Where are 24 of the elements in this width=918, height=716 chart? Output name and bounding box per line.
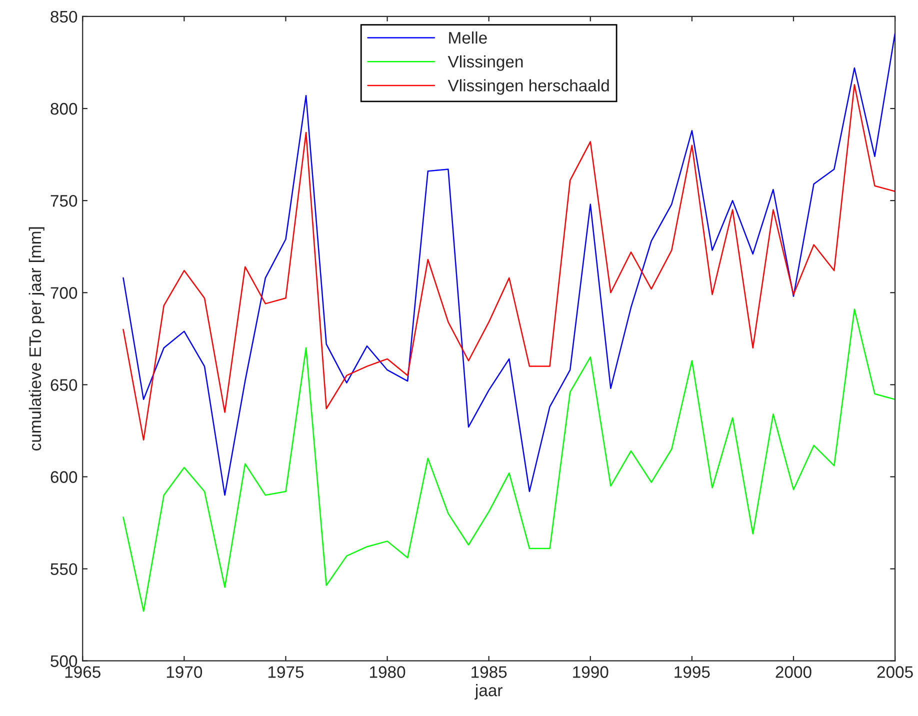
y-tick-label: 500 — [50, 655, 78, 668]
line-series — [122, 32, 896, 496]
x-tick-label: 1990 — [573, 666, 608, 678]
y-tick-label: 650 — [50, 379, 78, 391]
x-tick-label: 1985 — [472, 666, 507, 678]
y-tick-label: 700 — [50, 287, 78, 299]
legend-label: Vlissingen herschaald — [448, 79, 609, 95]
y-tick-label: 800 — [50, 102, 78, 115]
y-tick-label: 750 — [50, 194, 78, 207]
x-tick-label: 1980 — [370, 666, 406, 678]
x-tick-label: 1995 — [674, 666, 710, 678]
x-tick-label: 1975 — [268, 666, 304, 678]
x-tick-label: 2000 — [776, 666, 812, 678]
legend-label: Vlissingen — [448, 55, 523, 71]
y-tick-label: 600 — [50, 471, 78, 483]
y-tick-label: 550 — [50, 563, 78, 576]
x-tick-label: 1970 — [166, 666, 202, 678]
y-axis-title: cumulatieve ETo per jaar [mm] — [28, 227, 44, 450]
legend-label: Melle — [449, 31, 487, 44]
x-axis-title: jaar — [474, 684, 502, 700]
line-series — [122, 308, 896, 612]
x-tick-label: 1965 — [65, 666, 100, 678]
x-tick-label: 2005 — [877, 666, 913, 678]
y-tick-label: 850 — [50, 10, 78, 23]
